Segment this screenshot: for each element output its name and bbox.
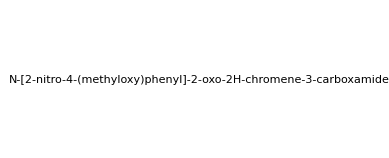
Text: N-[2-nitro-4-(methyloxy)phenyl]-2-oxo-2H-chromene-3-carboxamide: N-[2-nitro-4-(methyloxy)phenyl]-2-oxo-2H… [9, 75, 389, 85]
